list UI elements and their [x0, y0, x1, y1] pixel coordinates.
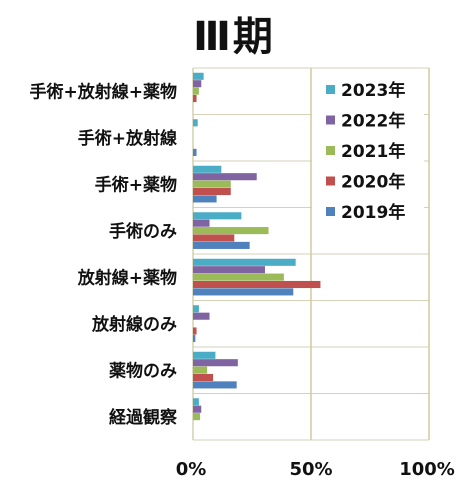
- x-tick-labels: 0% 50% 100%: [176, 459, 455, 480]
- chart-title: Ⅲ期: [193, 14, 275, 60]
- bar: [193, 72, 204, 80]
- bar: [193, 119, 198, 127]
- bar: [193, 87, 199, 95]
- legend-label: 2020年: [341, 172, 405, 193]
- bar: [193, 195, 217, 203]
- x-tick-label: 50%: [289, 459, 332, 480]
- bar: [193, 359, 238, 367]
- legend-label: 2019年: [341, 202, 405, 223]
- bar: [193, 334, 196, 342]
- bar: [193, 373, 214, 382]
- bar: [193, 180, 231, 188]
- legend-label: 2021年: [341, 141, 405, 162]
- bar: [193, 280, 321, 289]
- bar: [193, 165, 222, 173]
- category-labels: 手術+放射線+薬物手術+放射線手術+薬物手術のみ放射線+薬物放射線のみ薬物のみ経…: [30, 81, 178, 428]
- bar: [193, 413, 201, 421]
- legend-swatch: [326, 207, 335, 216]
- legend-label: 2022年: [341, 111, 405, 132]
- bar: [193, 234, 235, 242]
- bar: [193, 241, 250, 249]
- bar: [193, 273, 284, 281]
- bar: [193, 148, 197, 156]
- legend-swatch: [326, 146, 335, 155]
- legend-swatch: [326, 115, 335, 125]
- legend-swatch: [326, 176, 335, 186]
- x-tick-label: 0%: [176, 459, 207, 480]
- bar: [193, 312, 210, 320]
- category-label: 手術+薬物: [95, 174, 177, 195]
- category-label: 手術のみ: [109, 221, 177, 242]
- category-label: 手術+放射線: [78, 128, 177, 149]
- category-label: 経過観察: [109, 407, 178, 428]
- bar: [193, 327, 197, 335]
- category-label: 薬物のみ: [109, 360, 177, 381]
- bar: [193, 258, 296, 266]
- bar: [193, 305, 199, 313]
- bar: [193, 187, 231, 196]
- bars-layer: [193, 72, 321, 421]
- category-label: 放射線のみ: [91, 314, 177, 335]
- bar: [193, 80, 202, 88]
- bar: [193, 288, 294, 296]
- bar: [193, 173, 257, 181]
- bar: [193, 227, 269, 235]
- legend-swatch: [326, 85, 335, 94]
- legend: 2023年 2022年 2021年 2020年 2019年: [312, 76, 424, 229]
- bar: [193, 366, 208, 374]
- category-label: 放射線+薬物: [77, 267, 177, 288]
- bar: [193, 94, 197, 103]
- bar: [193, 219, 210, 227]
- bar: [193, 351, 216, 359]
- bar: [193, 405, 202, 413]
- bar: [193, 398, 199, 406]
- category-label: 手術+放射線+薬物: [30, 81, 178, 102]
- bar: [193, 212, 242, 220]
- bar: [193, 266, 265, 274]
- x-tick-label: 100%: [399, 459, 455, 480]
- legend-label: 2023年: [341, 80, 405, 101]
- bar: [193, 381, 237, 389]
